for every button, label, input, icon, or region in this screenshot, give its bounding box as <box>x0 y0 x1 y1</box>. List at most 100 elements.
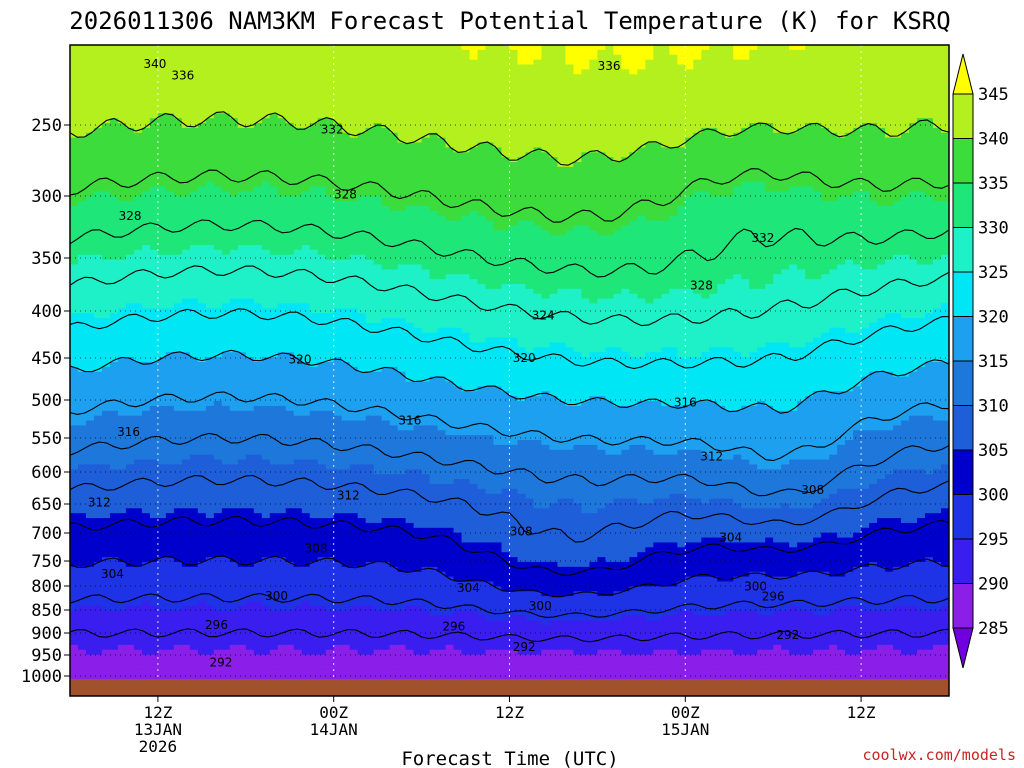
field-cell <box>341 337 351 344</box>
field-cell <box>85 259 95 266</box>
field-cell <box>109 630 119 636</box>
field-cell <box>285 318 295 324</box>
field-cell <box>181 142 191 149</box>
field-cell <box>157 259 167 266</box>
field-cell <box>181 74 191 80</box>
field-cell <box>77 542 87 548</box>
field-cell <box>253 639 263 646</box>
field-cell <box>133 527 143 534</box>
field-cell <box>165 152 175 158</box>
field-cell <box>109 210 119 217</box>
field-cell <box>221 498 231 505</box>
field-cell <box>325 64 335 70</box>
field-cell <box>317 186 327 192</box>
field-cell <box>117 444 127 451</box>
field-cell <box>165 669 175 675</box>
field-cell <box>237 591 247 597</box>
field-cell <box>349 162 359 168</box>
field-cell <box>85 215 95 222</box>
field-cell <box>221 644 231 651</box>
field-cell <box>93 84 103 90</box>
field-cell <box>301 537 311 544</box>
field-cell <box>157 630 167 636</box>
field-cell <box>70 591 79 597</box>
field-cell <box>149 254 159 261</box>
field-cell <box>173 264 183 270</box>
field-cell <box>341 225 351 231</box>
field-cell <box>117 474 127 480</box>
field-cell <box>85 410 95 417</box>
field-cell <box>70 405 79 412</box>
field-cell <box>301 591 311 597</box>
field-cell <box>109 342 119 348</box>
field-cell <box>325 513 335 519</box>
field-cell <box>117 113 127 119</box>
field-cell <box>253 308 263 314</box>
field-cell <box>173 79 183 85</box>
field-cell <box>165 420 175 426</box>
field-cell <box>213 59 223 66</box>
field-cell <box>277 308 287 314</box>
field-cell <box>293 459 303 466</box>
field-cell <box>93 157 103 163</box>
field-cell <box>205 210 215 217</box>
field-cell <box>365 532 375 539</box>
field-cell <box>85 664 95 670</box>
field-cell <box>325 342 335 348</box>
field-cell <box>357 269 367 275</box>
field-cell <box>277 498 287 505</box>
field-cell <box>70 654 79 661</box>
field-cell <box>261 625 271 631</box>
field-cell <box>109 118 119 124</box>
field-cell <box>181 103 191 109</box>
field-cell <box>357 479 367 485</box>
field-cell <box>197 127 207 134</box>
field-cell <box>221 225 231 231</box>
field-cell <box>341 522 351 529</box>
field-cell <box>349 566 359 573</box>
field-cell <box>357 503 367 509</box>
field-cell <box>285 352 295 358</box>
field-cell <box>261 630 271 636</box>
field-cell <box>213 620 223 626</box>
field-cell <box>373 79 383 85</box>
field-cell <box>70 518 79 524</box>
field-cell <box>189 581 199 587</box>
field-cell <box>157 561 167 568</box>
field-cell <box>117 522 127 529</box>
field-cell <box>221 669 231 675</box>
field-cell <box>77 527 87 534</box>
field-cell <box>117 84 127 90</box>
field-cell <box>117 357 127 363</box>
field-cell <box>197 625 207 631</box>
field-cell <box>325 542 335 548</box>
field-cell <box>325 600 335 607</box>
field-cell <box>149 518 159 524</box>
field-cell <box>221 108 231 114</box>
field-cell <box>341 425 351 431</box>
field-cell <box>181 391 191 397</box>
field-cell <box>277 201 287 207</box>
field-cell <box>125 635 135 641</box>
field-cell <box>149 303 159 309</box>
field-cell <box>109 518 119 524</box>
field-cell <box>341 191 351 197</box>
field-cell <box>325 249 335 256</box>
field-cell <box>181 93 191 100</box>
field-cell <box>317 249 327 256</box>
field-cell <box>349 54 359 61</box>
field-cell <box>125 508 135 514</box>
field-cell <box>149 269 159 275</box>
field-cell <box>149 142 159 149</box>
field-cell <box>285 444 295 451</box>
field-cell <box>93 283 103 290</box>
field-cell <box>141 547 151 553</box>
field-cell <box>269 74 279 80</box>
field-cell <box>117 371 127 378</box>
field-cell <box>293 132 303 139</box>
field-cell <box>253 215 263 222</box>
field-cell <box>277 635 287 641</box>
field-cell <box>157 147 167 153</box>
field-cell <box>205 527 215 534</box>
field-cell <box>133 591 143 597</box>
